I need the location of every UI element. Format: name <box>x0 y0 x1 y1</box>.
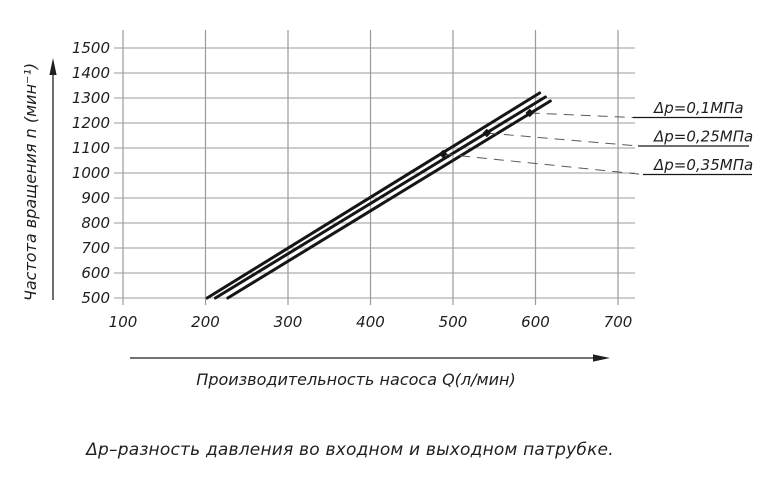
y-tick-label: 800 <box>81 214 110 232</box>
y-tick-label: 1400 <box>72 64 110 82</box>
figure-caption: Δр–разность давления во входном и выходн… <box>86 440 614 460</box>
x-axis-label: Производительность насоса Q(л/мин) <box>196 370 515 389</box>
y-tick-label: 1200 <box>72 114 110 132</box>
chart-svg: 100 200 300 400 500 600 700 500 600 700 800 900 1000… <box>21 30 753 389</box>
y-tick-label: 900 <box>81 189 110 207</box>
y-tick-label: 1000 <box>72 164 110 182</box>
leader-line <box>529 112 634 118</box>
x-tick-label: 100 <box>109 313 138 331</box>
x-tick-label: 200 <box>191 313 220 331</box>
y-tick-label: 600 <box>81 264 110 282</box>
leader-line <box>443 153 644 175</box>
leader-marker <box>482 128 492 138</box>
y-tick-label: 1100 <box>72 139 110 157</box>
y-tick-label: 500 <box>81 289 110 307</box>
x-tick-label: 300 <box>274 313 303 331</box>
series-line <box>226 99 552 300</box>
legend-label: Δp=0,35МПа <box>653 156 753 174</box>
series-line <box>205 91 542 300</box>
y-axis-label: Частота вращения n (мин⁻¹) <box>21 63 40 301</box>
x-tick-label: 600 <box>521 313 550 331</box>
x-tick-label: 700 <box>604 313 633 331</box>
y-tick-label: 1300 <box>72 89 110 107</box>
leader-line <box>486 132 639 147</box>
y-tick-label: 700 <box>81 239 110 257</box>
legend-label: Δp=0,1МПа <box>653 99 744 117</box>
legend-label: Δp=0,25МПа <box>653 128 753 146</box>
leader-marker <box>438 149 448 159</box>
series-line <box>213 95 547 300</box>
y-tick-label: 1500 <box>72 39 110 57</box>
y-axis-arrowhead-icon <box>49 58 57 75</box>
x-tick-label: 400 <box>356 313 385 331</box>
x-axis-arrowhead-icon <box>593 354 610 362</box>
x-tick-label: 500 <box>439 313 468 331</box>
